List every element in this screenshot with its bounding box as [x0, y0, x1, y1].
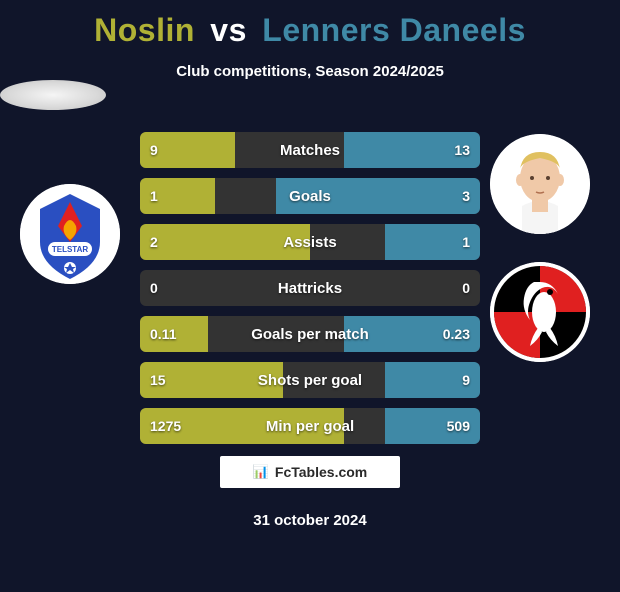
player2-club-crest: [490, 262, 590, 362]
stat-row: 1275509Min per goal: [140, 408, 480, 444]
date: 31 october 2024: [0, 512, 620, 529]
player1-avatar: [0, 80, 106, 110]
stat-left-value: 0: [150, 270, 158, 306]
svg-text:TELSTAR: TELSTAR: [52, 245, 89, 254]
stat-left-value: 0.11: [150, 316, 176, 352]
stat-row: 13Goals: [140, 178, 480, 214]
stat-row: 159Shots per goal: [140, 362, 480, 398]
stat-label: Hattricks: [140, 270, 480, 306]
stat-row: 913Matches: [140, 132, 480, 168]
stat-right-value: 9: [462, 362, 470, 398]
stat-right-value: 13: [454, 132, 470, 168]
watermark-text: FcTables.com: [275, 464, 367, 480]
subtitle: Club competitions, Season 2024/2025: [0, 63, 620, 80]
comparison-chart: 913Matches13Goals21Assists00Hattricks0.1…: [140, 132, 480, 454]
stat-right-value: 509: [447, 408, 470, 444]
vs-text: vs: [210, 12, 247, 48]
stat-row: 0 0Hattricks: [140, 270, 480, 306]
stat-right-value: 1: [462, 224, 470, 260]
player2-avatar: [490, 134, 590, 234]
player1-name: Noslin: [94, 12, 195, 48]
stat-left-value: 2: [150, 224, 158, 260]
player2-name: Lenners Daneels: [262, 12, 526, 48]
watermark: 📊 FcTables.com: [220, 456, 400, 488]
stat-left-value: 15: [150, 362, 166, 398]
chart-icon: 📊: [253, 464, 269, 480]
stat-left-value: 1275: [150, 408, 181, 444]
stat-right-value: 3: [462, 178, 470, 214]
stat-row: 21Assists: [140, 224, 480, 260]
stat-row: 0.110.23Goals per match: [140, 316, 480, 352]
stat-left-value: 1: [150, 178, 158, 214]
bar-left-fill: [140, 224, 310, 260]
page-title: Noslin vs Lenners Daneels: [0, 12, 620, 49]
stat-right-value: 0.23: [443, 316, 470, 352]
player1-club-crest: TELSTAR: [20, 184, 120, 284]
stat-left-value: 9: [150, 132, 158, 168]
bar-right-fill: [276, 178, 480, 214]
stat-right-value: 0: [462, 270, 470, 306]
